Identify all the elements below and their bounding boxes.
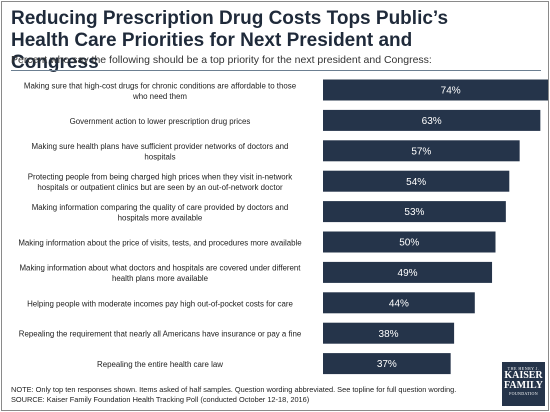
bar-value-label: 50%: [399, 238, 419, 249]
bar-row: Repealing the requirement that nearly al…: [19, 322, 455, 344]
bar-row: Government action to lower prescription …: [70, 109, 541, 131]
bar-value-label: 57%: [411, 146, 431, 157]
bar: [323, 170, 510, 192]
logo-line-3: FAMILY: [504, 380, 543, 391]
chart-subtitle: Percent who say the following should be …: [11, 54, 432, 66]
category-label: Protecting people from being charged hig…: [28, 172, 293, 192]
footnote: NOTE: Only top ten responses shown. Item…: [11, 385, 481, 405]
category-label: Making information about the price of vi…: [18, 239, 302, 248]
bar: [323, 109, 541, 131]
bar: [323, 140, 520, 162]
logo-line-2: KAISER: [504, 370, 543, 381]
logo-line-4: FOUNDATION: [509, 391, 538, 396]
chart-title: Reducing Prescription Drug Costs Tops Pu…: [11, 8, 449, 73]
bar-value-label: 38%: [379, 329, 399, 340]
category-label: Repealing the requirement that nearly al…: [19, 330, 302, 339]
title-divider: [11, 70, 541, 71]
bar-row: Repealing the entire health care law 37%: [97, 353, 451, 375]
bar-row: Protecting people from being charged hig…: [28, 170, 510, 192]
kff-logo: THE HENRY J. KAISER FAMILY FOUNDATION: [502, 362, 545, 406]
bar-row: Making information about the price of vi…: [18, 231, 496, 253]
bar: [323, 231, 496, 253]
bar-value-label: 53%: [404, 207, 424, 218]
bar-row: Making information comparing the quality…: [32, 201, 506, 222]
bar-value-label: 37%: [377, 359, 397, 370]
logo-line-1: THE HENRY J.: [507, 366, 540, 371]
category-label: Repealing the entire health care law: [97, 360, 223, 369]
bar: [323, 201, 506, 223]
bar: [323, 322, 455, 344]
bar-value-label: 54%: [406, 177, 426, 188]
category-label: Making information comparing the quality…: [32, 203, 289, 223]
bar: [323, 353, 451, 375]
footnote-source: SOURCE: Kaiser Family Foundation Health …: [11, 395, 310, 404]
bar: [323, 261, 493, 283]
bar-value-label: 44%: [389, 298, 409, 309]
category-label: Making information about what doctors an…: [19, 264, 301, 284]
bar-row: Making sure that high-cost drugs for chr…: [24, 79, 548, 101]
category-label: Helping people with moderate incomes pay…: [27, 299, 293, 308]
category-label: Making sure that high-cost drugs for chr…: [24, 81, 297, 101]
category-label: Making sure health plans have sufficient…: [32, 142, 289, 162]
bar-row: Helping people with moderate incomes pay…: [27, 292, 475, 314]
footnote-note: NOTE: Only top ten responses shown. Item…: [11, 385, 457, 394]
bar: [323, 292, 475, 314]
category-label: Government action to lower prescription …: [70, 117, 251, 126]
bar-value-label: 74%: [441, 86, 461, 97]
bar-row: Making sure health plans have sufficient…: [32, 140, 520, 162]
bar-value-label: 49%: [398, 268, 418, 279]
bar-value-label: 63%: [422, 116, 442, 127]
bar: [323, 79, 548, 101]
bar-chart: Making sure that high-cost drugs for chr…: [18, 79, 548, 375]
bar-row: Making information about what doctors an…: [19, 261, 493, 284]
